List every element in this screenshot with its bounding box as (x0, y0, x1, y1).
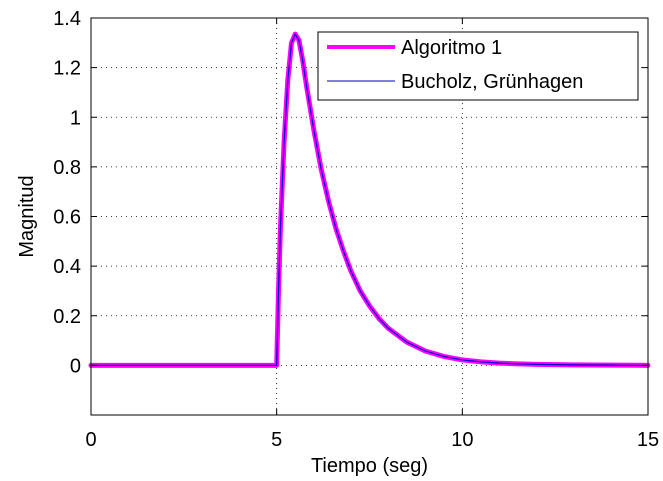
tick-labels: 0 5 10 15 0 0.2 0.4 0.6 0.8 1 1.2 1.4 (53, 8, 659, 451)
x-tick-label-5: 5 (271, 429, 282, 451)
x-tick-label-0: 0 (85, 429, 96, 451)
y-tick-label-0-8: 0.8 (53, 157, 81, 179)
x-tick-label-15: 15 (637, 429, 659, 451)
y-tick-label-1-4: 1.4 (53, 8, 81, 30)
legend-label-bucholz-grunhagen: Bucholz, Grünhagen (401, 71, 583, 93)
x-tick-label-10: 10 (451, 429, 473, 451)
y-tick-label-0-4: 0.4 (53, 256, 81, 278)
ticks (90, 17, 649, 415)
x-axis-label: Tiempo (seg) (311, 455, 428, 477)
y-axis-label: Magnitud (16, 175, 38, 257)
legend: Algoritmo 1 Bucholz, Grünhagen (317, 31, 639, 101)
y-tick-label-0-2: 0.2 (53, 306, 81, 328)
series-layer (88, 31, 651, 368)
y-tick-label-1: 1 (70, 107, 81, 129)
legend-box (317, 31, 639, 101)
y-tick-label-0: 0 (70, 355, 81, 377)
y-tick-label-1-2: 1.2 (53, 58, 81, 80)
legend-label-algoritmo-1: Algoritmo 1 (401, 37, 502, 59)
y-tick-label-0-6: 0.6 (53, 207, 81, 229)
series-line-bucholz-grunhagen (90, 33, 649, 366)
